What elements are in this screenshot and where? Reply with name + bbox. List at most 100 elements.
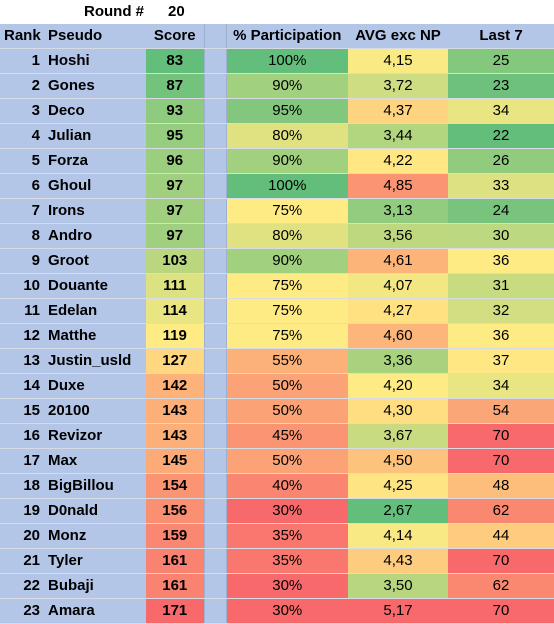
participation-cell[interactable]: 50% (226, 398, 348, 424)
last7-cell[interactable]: 34 (448, 373, 554, 399)
header-participation[interactable]: % Participation (226, 24, 348, 49)
pseudo-cell[interactable]: Edelan (44, 298, 146, 324)
last7-cell[interactable]: 62 (448, 573, 554, 599)
last7-cell[interactable]: 36 (448, 323, 554, 349)
pseudo-cell[interactable]: Forza (44, 148, 146, 174)
last7-cell[interactable]: 34 (448, 98, 554, 124)
last7-cell[interactable]: 70 (448, 598, 554, 624)
pseudo-cell[interactable]: Monz (44, 523, 146, 549)
pseudo-cell[interactable]: Groot (44, 248, 146, 274)
participation-cell[interactable]: 90% (226, 73, 348, 99)
header-rank[interactable]: Rank (0, 24, 44, 49)
participation-cell[interactable]: 90% (226, 148, 348, 174)
participation-cell[interactable]: 35% (226, 548, 348, 574)
avg-cell[interactable]: 4,15 (348, 48, 448, 74)
score-cell[interactable]: 103 (146, 248, 204, 274)
participation-cell[interactable]: 50% (226, 373, 348, 399)
last7-cell[interactable]: 54 (448, 398, 554, 424)
participation-cell[interactable]: 75% (226, 323, 348, 349)
participation-cell[interactable]: 75% (226, 273, 348, 299)
score-cell[interactable]: 93 (146, 98, 204, 124)
avg-cell[interactable]: 3,36 (348, 348, 448, 374)
score-cell[interactable]: 143 (146, 398, 204, 424)
pseudo-cell[interactable]: BigBillou (44, 473, 146, 499)
avg-cell[interactable]: 3,44 (348, 123, 448, 149)
participation-cell[interactable]: 35% (226, 523, 348, 549)
score-cell[interactable]: 119 (146, 323, 204, 349)
last7-cell[interactable]: 33 (448, 173, 554, 199)
avg-cell[interactable]: 3,13 (348, 198, 448, 224)
avg-cell[interactable]: 4,30 (348, 398, 448, 424)
header-avg[interactable]: AVG exc NP (348, 24, 448, 49)
avg-cell[interactable]: 4,37 (348, 98, 448, 124)
score-cell[interactable]: 143 (146, 423, 204, 449)
participation-cell[interactable]: 75% (226, 298, 348, 324)
header-pseudo[interactable]: Pseudo (44, 24, 146, 49)
pseudo-cell[interactable]: Max (44, 448, 146, 474)
participation-cell[interactable]: 30% (226, 598, 348, 624)
participation-cell[interactable]: 80% (226, 123, 348, 149)
last7-cell[interactable]: 36 (448, 248, 554, 274)
avg-cell[interactable]: 3,56 (348, 223, 448, 249)
last7-cell[interactable]: 22 (448, 123, 554, 149)
pseudo-cell[interactable]: Douante (44, 273, 146, 299)
last7-cell[interactable]: 37 (448, 348, 554, 374)
score-cell[interactable]: 97 (146, 198, 204, 224)
score-cell[interactable]: 95 (146, 123, 204, 149)
pseudo-cell[interactable]: Revizor (44, 423, 146, 449)
last7-cell[interactable]: 44 (448, 523, 554, 549)
avg-cell[interactable]: 3,72 (348, 73, 448, 99)
participation-cell[interactable]: 100% (226, 173, 348, 199)
avg-cell[interactable]: 4,50 (348, 448, 448, 474)
avg-cell[interactable]: 4,25 (348, 473, 448, 499)
avg-cell[interactable]: 2,67 (348, 498, 448, 524)
score-cell[interactable]: 127 (146, 348, 204, 374)
participation-cell[interactable]: 45% (226, 423, 348, 449)
score-cell[interactable]: 111 (146, 273, 204, 299)
score-cell[interactable]: 97 (146, 173, 204, 199)
pseudo-cell[interactable]: Duxe (44, 373, 146, 399)
last7-cell[interactable]: 30 (448, 223, 554, 249)
avg-cell[interactable]: 3,50 (348, 573, 448, 599)
pseudo-cell[interactable]: Andro (44, 223, 146, 249)
last7-cell[interactable]: 70 (448, 548, 554, 574)
participation-cell[interactable]: 80% (226, 223, 348, 249)
participation-cell[interactable]: 75% (226, 198, 348, 224)
avg-cell[interactable]: 4,85 (348, 173, 448, 199)
participation-cell[interactable]: 55% (226, 348, 348, 374)
avg-cell[interactable]: 3,67 (348, 423, 448, 449)
score-cell[interactable]: 83 (146, 48, 204, 74)
pseudo-cell[interactable]: Julian (44, 123, 146, 149)
pseudo-cell[interactable]: Ghoul (44, 173, 146, 199)
score-cell[interactable]: 142 (146, 373, 204, 399)
avg-cell[interactable]: 4,07 (348, 273, 448, 299)
score-cell[interactable]: 161 (146, 548, 204, 574)
participation-cell[interactable]: 30% (226, 498, 348, 524)
avg-cell[interactable]: 4,14 (348, 523, 448, 549)
pseudo-cell[interactable]: Tyler (44, 548, 146, 574)
last7-cell[interactable]: 24 (448, 198, 554, 224)
pseudo-cell[interactable]: Justin_usld (44, 348, 146, 374)
pseudo-cell[interactable]: Deco (44, 98, 146, 124)
score-cell[interactable]: 156 (146, 498, 204, 524)
score-cell[interactable]: 154 (146, 473, 204, 499)
pseudo-cell[interactable]: Amara (44, 598, 146, 624)
last7-cell[interactable]: 62 (448, 498, 554, 524)
pseudo-cell[interactable]: Gones (44, 73, 146, 99)
avg-cell[interactable]: 5,17 (348, 598, 448, 624)
score-cell[interactable]: 171 (146, 598, 204, 624)
header-score[interactable]: Score (146, 24, 204, 49)
pseudo-cell[interactable]: Irons (44, 198, 146, 224)
pseudo-cell[interactable]: Bubaji (44, 573, 146, 599)
avg-cell[interactable]: 4,60 (348, 323, 448, 349)
score-cell[interactable]: 161 (146, 573, 204, 599)
pseudo-cell[interactable]: Matthe (44, 323, 146, 349)
participation-cell[interactable]: 100% (226, 48, 348, 74)
pseudo-cell[interactable]: D0nald (44, 498, 146, 524)
avg-cell[interactable]: 4,27 (348, 298, 448, 324)
last7-cell[interactable]: 25 (448, 48, 554, 74)
participation-cell[interactable]: 90% (226, 248, 348, 274)
last7-cell[interactable]: 31 (448, 273, 554, 299)
avg-cell[interactable]: 4,20 (348, 373, 448, 399)
last7-cell[interactable]: 32 (448, 298, 554, 324)
